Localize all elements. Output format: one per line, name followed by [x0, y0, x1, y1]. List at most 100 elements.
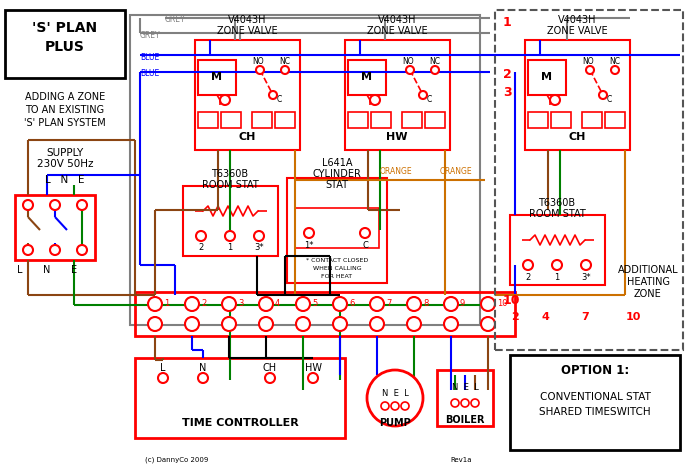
Text: 1: 1 — [228, 243, 233, 253]
Circle shape — [333, 297, 347, 311]
Text: T6360B: T6360B — [538, 198, 575, 208]
Circle shape — [185, 317, 199, 331]
Text: PUMP: PUMP — [379, 418, 411, 428]
Circle shape — [254, 231, 264, 241]
Bar — [221, 112, 241, 128]
Text: 8: 8 — [423, 300, 428, 308]
Circle shape — [198, 373, 208, 383]
Circle shape — [419, 91, 427, 99]
Circle shape — [158, 373, 168, 383]
Text: ADDITIONAL: ADDITIONAL — [618, 265, 678, 275]
Circle shape — [552, 260, 562, 270]
Text: TO AN EXISTING: TO AN EXISTING — [26, 105, 105, 115]
Circle shape — [259, 317, 273, 331]
Text: 1*: 1* — [304, 241, 314, 249]
Circle shape — [50, 245, 60, 255]
Text: 10: 10 — [503, 293, 520, 307]
Text: V4043H: V4043H — [558, 15, 596, 25]
Circle shape — [296, 297, 310, 311]
Bar — [402, 112, 422, 128]
Text: L: L — [160, 363, 166, 373]
Circle shape — [370, 297, 384, 311]
Text: 5: 5 — [312, 300, 317, 308]
Bar — [510, 215, 605, 285]
Text: M: M — [362, 72, 373, 82]
Text: 3*: 3* — [581, 272, 591, 281]
Circle shape — [333, 317, 347, 331]
Text: ZONE VALVE: ZONE VALVE — [546, 26, 607, 36]
Text: HEATING: HEATING — [627, 277, 669, 287]
Circle shape — [148, 317, 162, 331]
Text: C: C — [277, 95, 282, 104]
Text: 'S' PLAN SYSTEM: 'S' PLAN SYSTEM — [24, 118, 106, 128]
Circle shape — [586, 66, 594, 74]
Text: ADDING A ZONE: ADDING A ZONE — [25, 92, 105, 102]
Bar — [582, 112, 602, 128]
Text: OPTION 1:: OPTION 1: — [561, 364, 629, 376]
Circle shape — [444, 297, 458, 311]
Text: NO: NO — [402, 57, 414, 66]
Circle shape — [391, 402, 399, 410]
Text: 2: 2 — [525, 272, 531, 281]
Circle shape — [265, 373, 275, 383]
Bar — [198, 60, 236, 95]
Text: NC: NC — [609, 57, 620, 66]
Circle shape — [77, 200, 87, 210]
Text: CYLINDER: CYLINDER — [313, 169, 362, 179]
Text: 2: 2 — [199, 243, 204, 253]
Text: 2: 2 — [201, 300, 206, 308]
Text: 3: 3 — [503, 87, 511, 100]
Bar — [348, 60, 386, 95]
Circle shape — [23, 245, 33, 255]
Circle shape — [308, 373, 318, 383]
Circle shape — [304, 228, 314, 238]
Bar — [551, 112, 571, 128]
Text: M: M — [212, 72, 222, 82]
Bar — [510, 355, 680, 450]
Text: 1: 1 — [164, 300, 169, 308]
Bar — [528, 60, 566, 95]
Text: L: L — [17, 265, 23, 275]
Text: 6: 6 — [349, 300, 355, 308]
Circle shape — [77, 245, 87, 255]
Text: PLUS: PLUS — [45, 40, 85, 54]
Text: NO: NO — [582, 57, 594, 66]
Circle shape — [401, 402, 409, 410]
Text: 7: 7 — [386, 300, 391, 308]
Text: N  E  L: N E L — [452, 383, 478, 393]
Bar — [287, 178, 387, 283]
Text: CH: CH — [569, 132, 586, 142]
Circle shape — [471, 399, 479, 407]
Text: NO: NO — [252, 57, 264, 66]
Text: FOR HEAT: FOR HEAT — [322, 273, 353, 278]
Text: 2: 2 — [511, 312, 519, 322]
Text: E: E — [71, 265, 77, 275]
Bar — [425, 112, 445, 128]
Text: STAT: STAT — [326, 180, 348, 190]
Circle shape — [50, 200, 60, 210]
Bar — [528, 112, 548, 128]
Text: CH: CH — [263, 363, 277, 373]
Text: BLUE: BLUE — [140, 68, 159, 78]
Circle shape — [481, 317, 495, 331]
Circle shape — [222, 297, 236, 311]
Text: ZONE VALVE: ZONE VALVE — [366, 26, 427, 36]
Circle shape — [370, 317, 384, 331]
Text: GREY: GREY — [140, 30, 161, 39]
Circle shape — [523, 260, 533, 270]
Circle shape — [23, 200, 33, 210]
Text: L641A: L641A — [322, 158, 353, 168]
Circle shape — [599, 91, 607, 99]
Circle shape — [196, 231, 206, 241]
Text: 7: 7 — [581, 312, 589, 322]
Text: 3*: 3* — [254, 243, 264, 253]
Circle shape — [281, 66, 289, 74]
Bar — [605, 112, 625, 128]
Circle shape — [444, 317, 458, 331]
Bar — [295, 208, 379, 248]
Text: 1: 1 — [554, 272, 560, 281]
Text: ROOM STAT: ROOM STAT — [529, 209, 585, 219]
Text: ZONE VALVE: ZONE VALVE — [217, 26, 277, 36]
Text: N: N — [43, 265, 50, 275]
Text: 10: 10 — [625, 312, 641, 322]
